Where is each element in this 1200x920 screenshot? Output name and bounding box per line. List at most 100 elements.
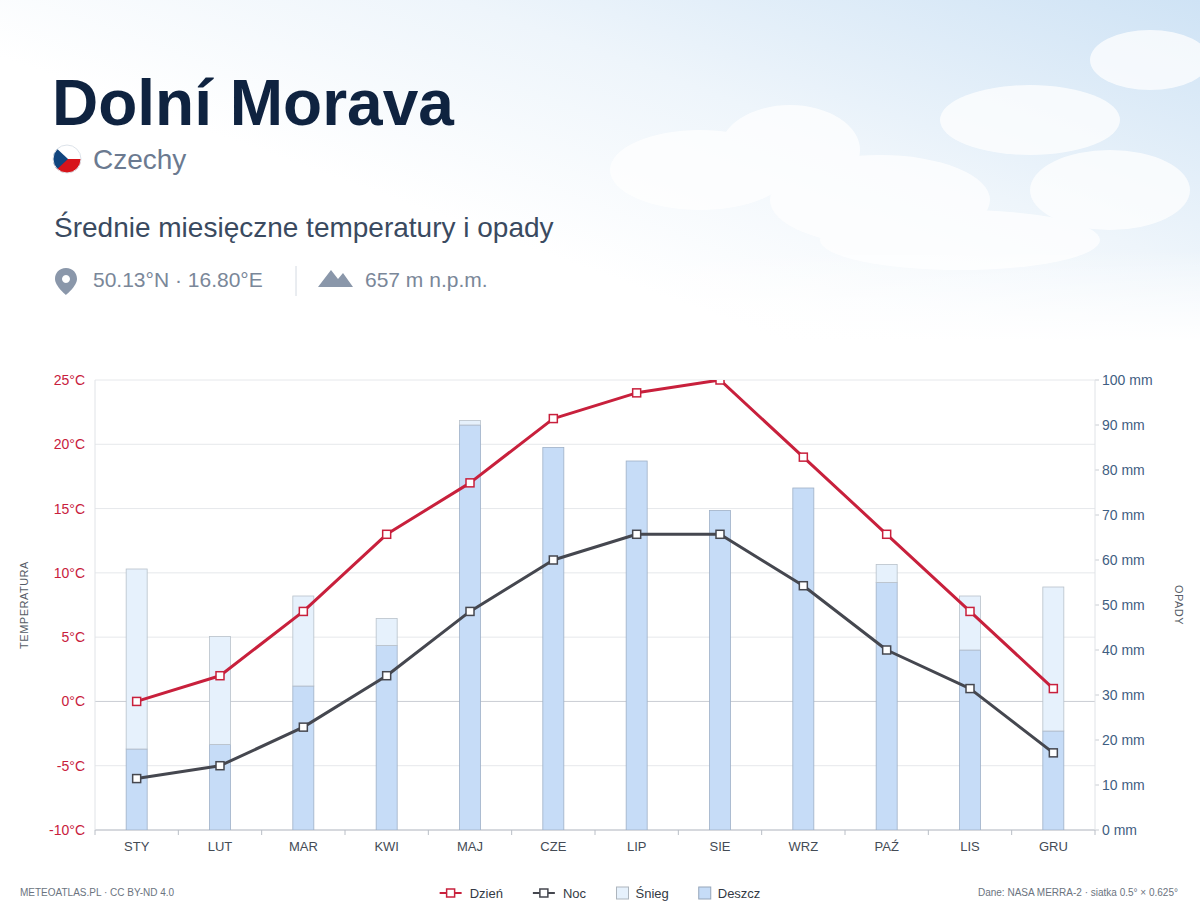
legend-marker <box>540 889 548 897</box>
line <box>137 380 1054 701</box>
y-tick-label: -5°C <box>57 758 85 774</box>
bar <box>210 637 231 745</box>
x-tick <box>428 830 429 835</box>
marker <box>633 389 641 397</box>
bar <box>793 488 814 489</box>
cloud <box>820 210 1100 270</box>
chart-root: Dolní MoravaCzechyŚrednie miesięczne tem… <box>0 0 1200 920</box>
marker <box>883 530 891 538</box>
marker <box>883 646 891 654</box>
x-tick <box>761 830 762 835</box>
y2-tick <box>1095 560 1099 561</box>
grid-line <box>95 380 1095 381</box>
y-tick-label: 5°C <box>62 629 86 645</box>
marker <box>383 672 391 680</box>
bar <box>126 569 147 749</box>
clouds <box>610 30 1200 270</box>
bars <box>126 421 1064 831</box>
x-tick-label: SIE <box>710 839 731 854</box>
elevation: 657 m n.p.m. <box>365 268 488 291</box>
marker <box>299 723 307 731</box>
x-tick <box>1011 830 1012 835</box>
y2-axis-line <box>1095 380 1096 830</box>
y2-tick <box>1095 785 1099 786</box>
marker <box>466 607 474 615</box>
marker <box>133 697 141 705</box>
legend-label: Dzień <box>470 886 503 901</box>
bar <box>376 646 397 831</box>
legend-item: Noc <box>533 886 587 901</box>
grid-line <box>95 701 1095 702</box>
subtitle: Czechy <box>93 144 186 175</box>
bar <box>126 749 147 830</box>
cloud <box>1090 30 1200 90</box>
bar <box>710 511 731 831</box>
y2-tick-label: 20 mm <box>1102 732 1145 748</box>
grid-line <box>95 444 1095 445</box>
y2-tick <box>1095 470 1099 471</box>
cloud <box>940 85 1120 155</box>
bar <box>543 447 564 448</box>
grid-line <box>95 572 1095 573</box>
flag-blue <box>53 145 68 173</box>
bar <box>543 448 564 831</box>
x-tick <box>345 830 346 835</box>
marker <box>216 672 224 680</box>
marker <box>1049 749 1057 757</box>
x-tick-label: LIS <box>960 839 980 854</box>
legend-marker <box>447 889 455 897</box>
y-tick-label: 15°C <box>54 501 85 517</box>
x-tick-label: CZE <box>540 839 566 854</box>
x-tick <box>511 830 512 835</box>
marker <box>966 685 974 693</box>
y2-tick <box>1095 425 1099 426</box>
y2-tick-label: 10 mm <box>1102 777 1145 793</box>
grid-line <box>95 508 1095 509</box>
x-tick <box>261 830 262 835</box>
grid-line <box>95 637 1095 638</box>
y2-tick <box>1095 830 1099 831</box>
marker <box>716 530 724 538</box>
y2-tick <box>1095 650 1099 651</box>
line <box>137 534 1054 778</box>
legend-label: Śnieg <box>635 886 668 901</box>
x-tick <box>928 830 929 835</box>
x-tick-label: LIP <box>627 839 647 854</box>
y2-tick-label: 40 mm <box>1102 642 1145 658</box>
x-tick <box>1095 830 1096 835</box>
plot-area <box>126 380 1064 830</box>
y-axis-title: TEMPERATURA <box>18 561 30 649</box>
y2-tick-label: 60 mm <box>1102 552 1145 568</box>
legend-swatch <box>616 887 628 899</box>
footer-data: Dane: NASA MERRA-2 · siatka 0.5° × 0.625… <box>978 887 1178 898</box>
marker <box>799 453 807 461</box>
y-tick-label: -10°C <box>49 822 85 838</box>
y-axis-line <box>95 380 96 830</box>
x-tick-label: GRU <box>1039 839 1068 854</box>
legend-label: Noc <box>563 886 587 901</box>
bar <box>876 565 897 583</box>
marker <box>383 530 391 538</box>
bar <box>293 596 314 686</box>
bar <box>876 583 897 831</box>
grid <box>95 380 1095 830</box>
marker <box>549 556 557 564</box>
separator <box>296 266 297 296</box>
marker <box>216 762 224 770</box>
legend-item: Deszcz <box>699 886 761 901</box>
flag-border <box>53 145 81 173</box>
y2-tick-label: 0 mm <box>1102 822 1137 838</box>
bar <box>293 686 314 830</box>
x-tick <box>678 830 679 835</box>
x-tick-label: STY <box>124 839 150 854</box>
y-tick-label: 25°C <box>54 372 85 388</box>
y2-tick <box>1095 740 1099 741</box>
marker <box>1049 685 1057 693</box>
x-tick <box>595 830 596 835</box>
bar <box>210 745 231 831</box>
legend: Dzień Noc Śnieg Deszcz <box>440 886 761 901</box>
marker <box>133 775 141 783</box>
bar <box>710 510 731 511</box>
y2-tick <box>1095 515 1099 516</box>
y-tick-label: 10°C <box>54 565 85 581</box>
